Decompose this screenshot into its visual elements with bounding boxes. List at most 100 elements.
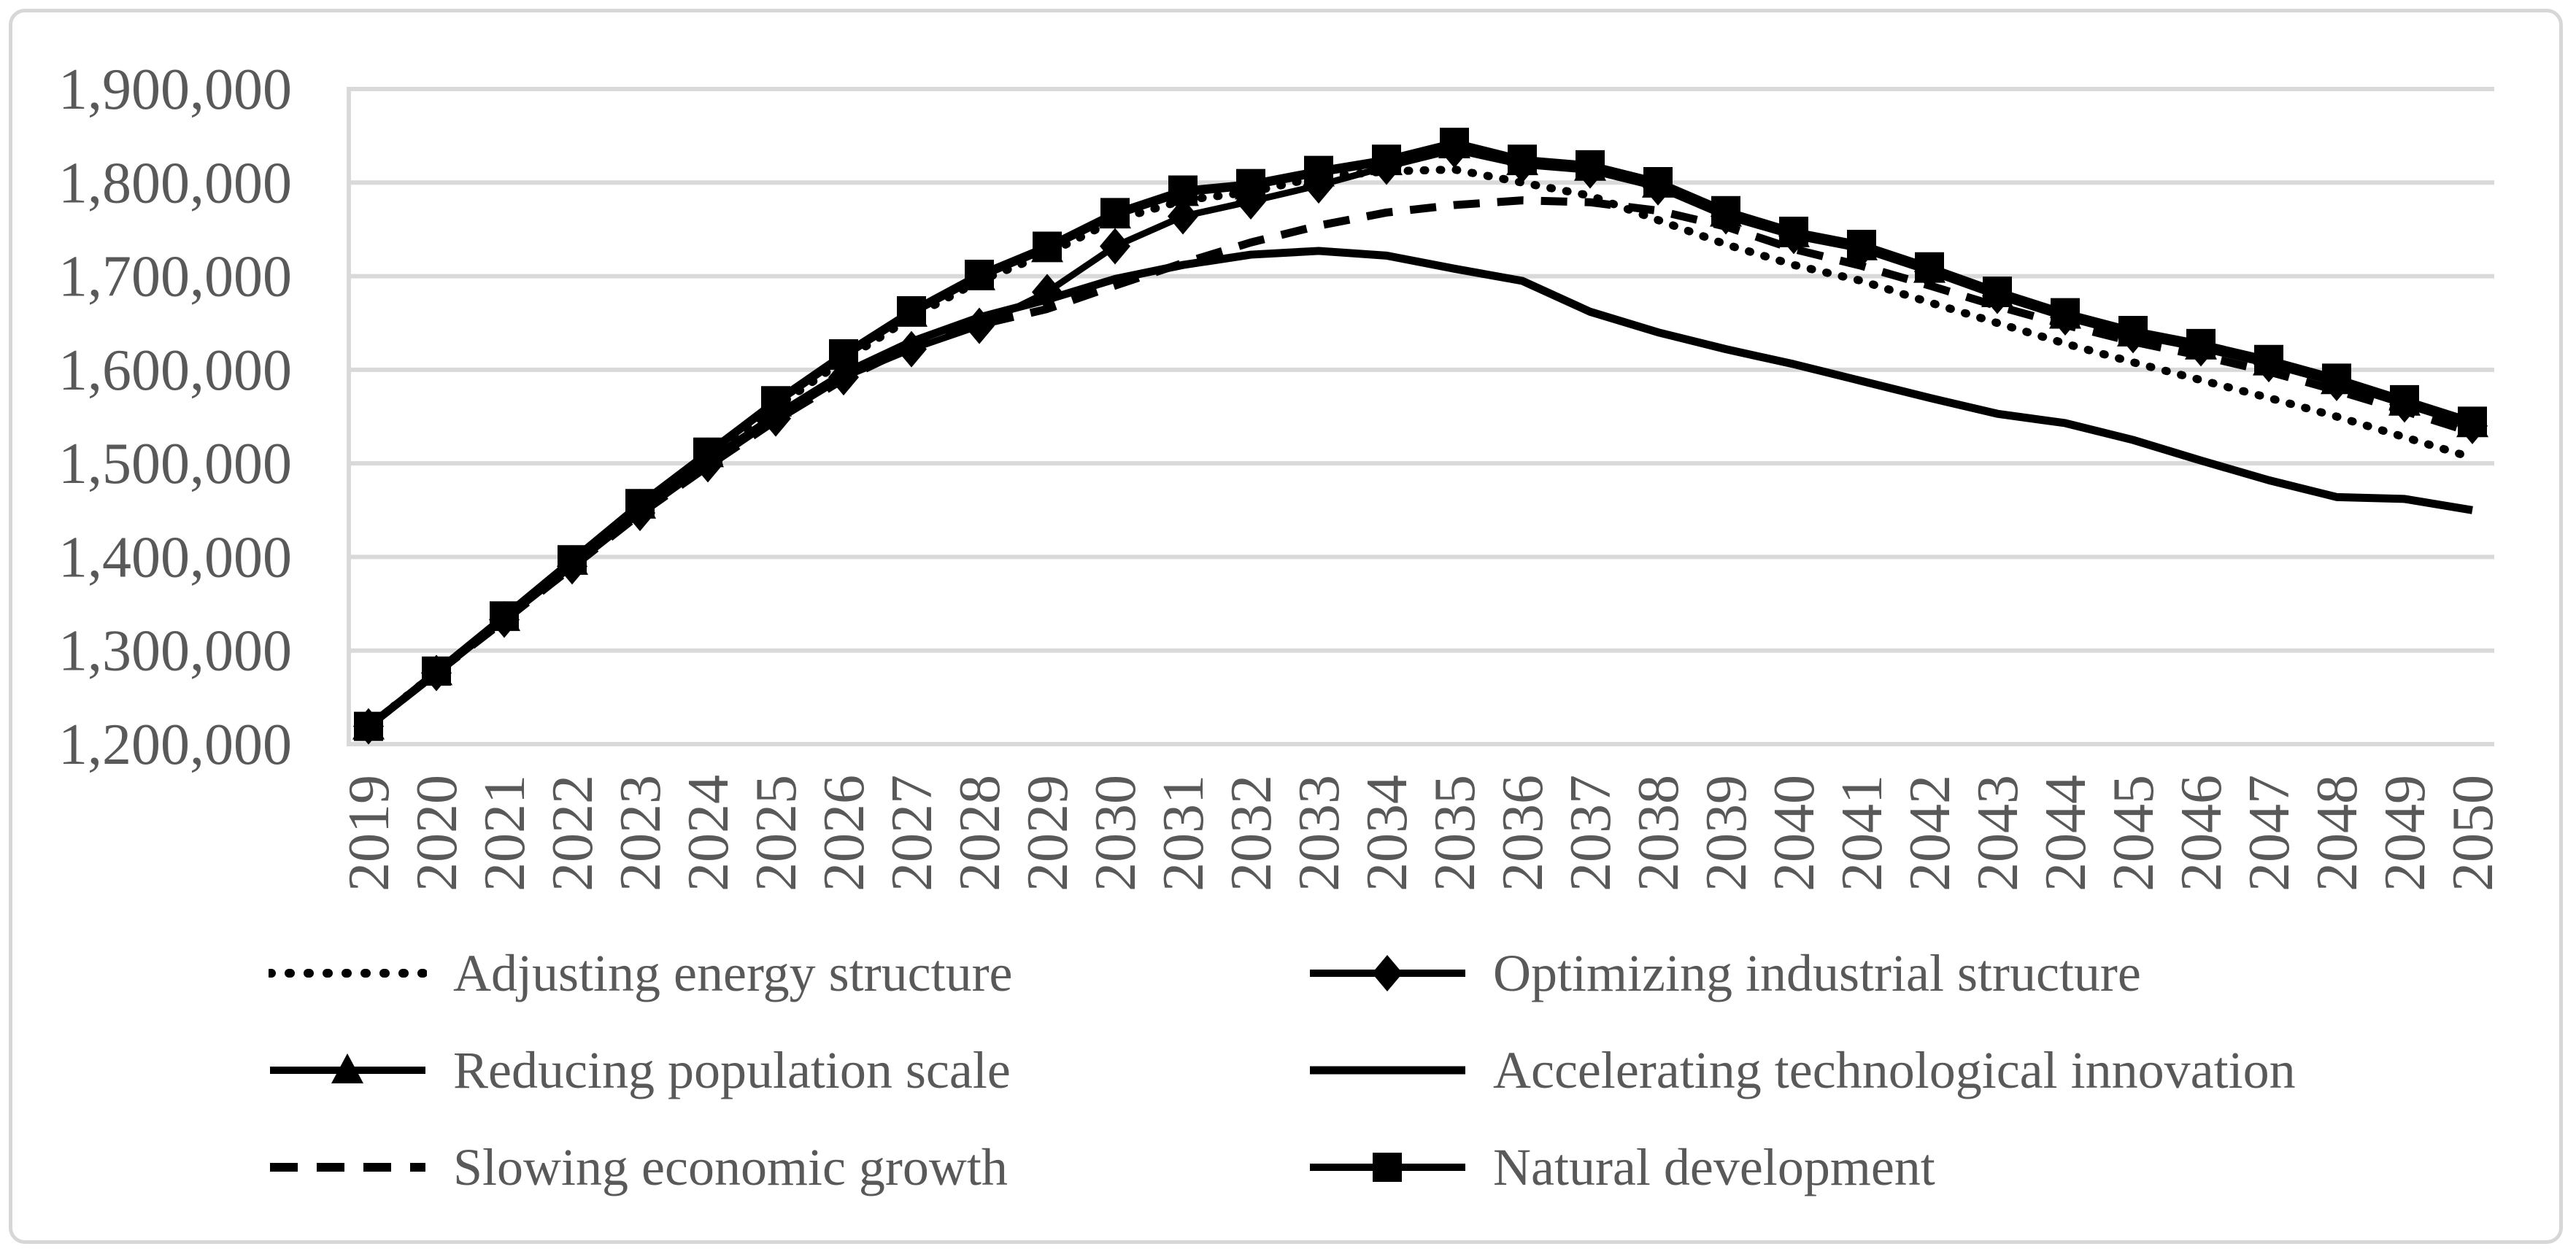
x-tick-label-2028: 2028 (948, 775, 1012, 891)
marker-diamond (1100, 228, 1130, 265)
marker-square (1440, 128, 1469, 158)
x-axis-tick-labels: 2019 2020 2021 2022 2023 2024 2025 2026 2027 2028… (337, 775, 2505, 891)
marker-square (1304, 155, 1333, 185)
marker-diamond (1168, 198, 1198, 235)
legend-label-accelerating-technological-innovation: Accelerating technological innovation (1493, 1040, 2296, 1099)
marker-square (1372, 144, 1401, 174)
y-axis-tick-labels: 1,200,000 1,300,000 1,400,000 1,500,000 1,60… (58, 58, 292, 777)
x-tick-label-2033: 2033 (1287, 775, 1351, 891)
y-tick-label-1600000: 1,600,000 (58, 339, 292, 403)
legend-item-accelerating-technological-innovation: Accelerating technological innovation (1308, 1044, 2296, 1097)
series-markers-natural-development (354, 128, 2487, 741)
legend-label-adjusting-energy-structure: Adjusting energy structure (453, 943, 1013, 1002)
legend-sample-triangle-marker-icon (270, 1053, 425, 1083)
gridlines-group (347, 87, 2494, 746)
marker-square (829, 339, 858, 369)
x-tick-label-2038: 2038 (1627, 775, 1691, 891)
legend-item-natural-development: Natural development (1308, 1141, 2296, 1194)
x-tick-label-2022: 2022 (541, 775, 605, 891)
marker-square (1100, 198, 1130, 228)
marker-square (1576, 150, 1605, 179)
x-tick-label-2027: 2027 (880, 775, 944, 891)
x-tick-label-2047: 2047 (2237, 775, 2302, 891)
marker-square (2051, 298, 2080, 328)
x-tick-label-2045: 2045 (2102, 775, 2166, 891)
marker-diamond (896, 330, 927, 368)
x-tick-label-2049: 2049 (2373, 775, 2437, 891)
marker-square (2186, 328, 2216, 358)
marker-square (1983, 276, 2012, 306)
marker-square (2458, 406, 2487, 436)
legend-sample-square-marker-icon (1310, 1152, 1465, 1182)
x-tick-label-2023: 2023 (609, 775, 673, 891)
marker-square (2390, 384, 2419, 414)
marker-square (1711, 196, 1740, 225)
series-group (352, 128, 2488, 745)
x-tick-label-2041: 2041 (1830, 775, 1894, 891)
x-tick-label-2029: 2029 (1016, 775, 1080, 891)
legend-sample-solid-line-icon (1310, 1066, 1465, 1074)
x-tick-label-2025: 2025 (744, 775, 809, 891)
marker-square (2118, 315, 2148, 345)
legend-sample-dashed-line-icon (270, 1162, 425, 1172)
marker-square (422, 656, 451, 686)
y-tick-label-1900000: 1,900,000 (58, 58, 292, 122)
legend-label-optimizing-industrial-structure: Optimizing industrial structure (1493, 943, 2141, 1002)
chart-frame (9, 9, 2563, 1244)
marker-square (965, 260, 994, 290)
marker-square (761, 386, 790, 416)
marker-square (1033, 231, 1062, 261)
marker-square (490, 601, 519, 631)
x-tick-label-2021: 2021 (473, 775, 537, 891)
y-tick-label-1500000: 1,500,000 (58, 432, 292, 496)
marker-diamond (1032, 274, 1063, 311)
marker-square (693, 437, 722, 467)
x-tick-label-2026: 2026 (812, 775, 876, 891)
marker-square (558, 545, 587, 575)
marker-square (1236, 169, 1265, 198)
x-tick-label-2019: 2019 (337, 775, 401, 891)
x-tick-label-2043: 2043 (1966, 775, 2030, 891)
x-tick-label-2044: 2044 (2034, 775, 2098, 891)
y-tick-label-1400000: 1,400,000 (58, 525, 292, 589)
marker-square (354, 711, 383, 741)
y-tick-label-1800000: 1,800,000 (58, 151, 292, 215)
series-natural-development (354, 128, 2487, 741)
legend-item-reducing-population-scale: Reducing population scale (269, 1044, 1308, 1097)
marker-square (1847, 229, 1876, 259)
legend-sample-diamond-marker-icon (1310, 954, 1465, 991)
x-tick-label-2048: 2048 (2305, 775, 2369, 891)
x-tick-label-2037: 2037 (1559, 775, 1623, 891)
chart-legend: Adjusting energy structure Optimizing in… (269, 924, 2296, 1215)
legend-label-slowing-economic-growth: Slowing economic growth (453, 1137, 1008, 1196)
legend-sample-marker-diamond (1372, 954, 1403, 991)
x-tick-label-2024: 2024 (676, 775, 741, 891)
y-tick-label-1200000: 1,200,000 (58, 713, 292, 777)
x-tick-label-2032: 2032 (1219, 775, 1284, 891)
legend-item-adjusting-energy-structure: Adjusting energy structure (269, 947, 1308, 999)
legend-sample-marker-square (1373, 1152, 1402, 1182)
legend-sample-dotted-line-icon (269, 968, 427, 978)
marker-square (625, 489, 655, 519)
legend-item-slowing-economic-growth: Slowing economic growth (269, 1141, 1308, 1194)
marker-square (1915, 252, 1944, 282)
marker-square (2254, 344, 2283, 374)
y-tick-label-1300000: 1,300,000 (58, 619, 292, 684)
series-markers-reducing-population-scale (352, 128, 2488, 740)
x-tick-label-2030: 2030 (1084, 775, 1148, 891)
legend-sample-marker-triangle (331, 1053, 363, 1083)
marker-square (897, 296, 926, 326)
x-tick-label-2042: 2042 (1898, 775, 1962, 891)
x-tick-label-2031: 2031 (1152, 775, 1216, 891)
marker-square (1779, 216, 1808, 246)
marker-diamond (964, 307, 995, 344)
x-tick-label-2035: 2035 (1423, 775, 1487, 891)
x-tick-label-2046: 2046 (2170, 775, 2234, 891)
x-tick-label-2036: 2036 (1491, 775, 1555, 891)
x-tick-label-2039: 2039 (1694, 775, 1759, 891)
series-line-optimizing-industrial-structure (366, 146, 2474, 730)
legend-item-optimizing-industrial-structure: Optimizing industrial structure (1308, 947, 2296, 999)
x-tick-label-2034: 2034 (1355, 775, 1419, 891)
series-line-reducing-population-scale (366, 142, 2474, 730)
